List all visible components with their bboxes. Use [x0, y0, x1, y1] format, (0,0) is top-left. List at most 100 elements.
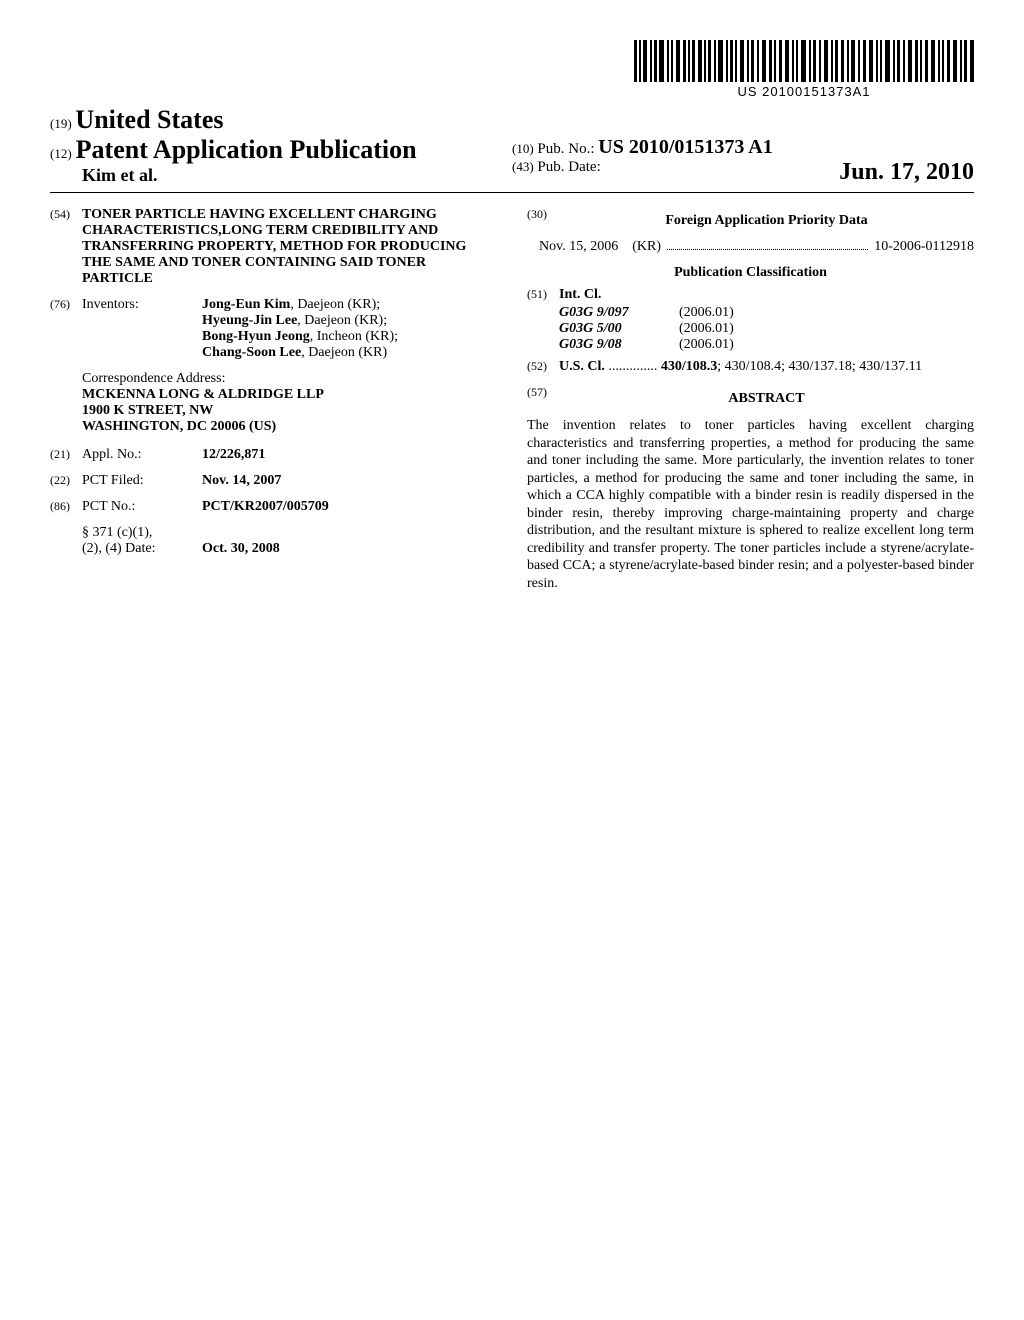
header: (19) United States (12) Patent Applicati…	[50, 105, 974, 193]
s371-label1: § 371 (c)(1),	[82, 525, 202, 541]
inventors-label: Inventors:	[82, 297, 202, 361]
title-row: (54) TONER PARTICLE HAVING EXCELLENT CHA…	[50, 207, 497, 287]
intcl-header-row: (51) Int. Cl.	[527, 287, 974, 303]
inventor-name: Chang-Soon Lee	[202, 345, 301, 360]
uscl-rest: ; 430/108.4; 430/137.18; 430/137.11	[717, 359, 922, 374]
intcl-year: (2006.01)	[679, 321, 734, 337]
inventors-list: Jong-Eun Kim, Daejeon (KR); Hyeung-Jin L…	[202, 297, 497, 361]
intcl-code: G03G 9/097	[559, 305, 679, 321]
foreign-priority-data: Nov. 15, 2006 (KR) 10-2006-0112918	[539, 239, 974, 255]
inventor-name: Bong-Hyun Jeong	[202, 329, 310, 344]
applno-val: 12/226,871	[202, 447, 497, 463]
pubdate-line: (43) Pub. Date: Jun. 17, 2010	[512, 159, 974, 176]
correspondence-label: Correspondence Address:	[82, 371, 497, 387]
pctfiled-val: Nov. 14, 2007	[202, 473, 497, 489]
applno-label: Appl. No.:	[82, 447, 202, 463]
inventor-item: Chang-Soon Lee, Daejeon (KR)	[202, 345, 497, 361]
abstract-header: ABSTRACT	[559, 391, 974, 407]
applno-row: (21) Appl. No.: 12/226,871	[50, 447, 497, 463]
pctno-label: PCT No.:	[82, 499, 202, 515]
intcl-code: G03G 5/00	[559, 321, 679, 337]
inventor-item: Hyeung-Jin Lee, Daejeon (KR);	[202, 313, 497, 329]
pub-num: (12)	[50, 146, 72, 161]
title-text: TONER PARTICLE HAVING EXCELLENT CHARGING…	[82, 207, 497, 287]
uscl-main: 430/108.3	[661, 359, 717, 374]
barcode: US 20100151373A1	[634, 40, 974, 99]
s371-val: Oct. 30, 2008	[202, 541, 497, 557]
abstract-text: The invention relates to toner particles…	[527, 417, 974, 592]
pubdate-val: Jun. 17, 2010	[839, 159, 974, 186]
inventor-name: Hyeung-Jin Lee	[202, 313, 297, 328]
title-num: (54)	[50, 207, 82, 287]
body-columns: (54) TONER PARTICLE HAVING EXCELLENT CHA…	[50, 207, 974, 592]
header-left: (19) United States (12) Patent Applicati…	[50, 105, 512, 186]
uscl-num: (52)	[527, 359, 559, 375]
abstract-num: (57)	[527, 385, 559, 413]
foreign-priority-appno: 10-2006-0112918	[874, 239, 974, 255]
pubdate-label: Pub. Date:	[537, 159, 600, 175]
s371-row2: (2), (4) Date: Oct. 30, 2008	[50, 541, 497, 557]
foreign-priority-country: (KR)	[632, 239, 661, 255]
country-name: United States	[75, 105, 223, 134]
foreign-priority-num: (30)	[527, 207, 559, 235]
applno-num: (21)	[50, 447, 82, 463]
country-line: (19) United States	[50, 105, 512, 135]
uscl-content: U.S. Cl. .............. 430/108.3; 430/1…	[559, 359, 922, 375]
pub-label: Patent Application Publication	[76, 135, 417, 164]
s371-spacer2	[50, 541, 82, 557]
inventor-name: Jong-Eun Kim	[202, 297, 290, 312]
pctno-val: PCT/KR2007/005709	[202, 499, 497, 515]
pctno-row: (86) PCT No.: PCT/KR2007/005709	[50, 499, 497, 515]
country-num: (19)	[50, 116, 72, 131]
pctfiled-label: PCT Filed:	[82, 473, 202, 489]
pubno-line: (10) Pub. No.: US 2010/0151373 A1	[512, 136, 974, 159]
uscl-row: (52) U.S. Cl. .............. 430/108.3; …	[527, 359, 974, 375]
pctno-num: (86)	[50, 499, 82, 515]
dots-leader: ..............	[608, 359, 661, 374]
correspondence-line: 1900 K STREET, NW	[82, 403, 497, 419]
inventor-loc: , Daejeon (KR)	[301, 345, 387, 360]
pctfiled-row: (22) PCT Filed: Nov. 14, 2007	[50, 473, 497, 489]
foreign-priority-header-row: (30) Foreign Application Priority Data	[527, 207, 974, 235]
foreign-priority-date: Nov. 15, 2006	[539, 239, 618, 255]
authors-line: Kim et al.	[50, 165, 512, 186]
inventor-item: Bong-Hyun Jeong, Incheon (KR);	[202, 329, 497, 345]
foreign-priority-header: Foreign Application Priority Data	[559, 213, 974, 229]
inventor-loc: , Daejeon (KR);	[297, 313, 387, 328]
dots-leader	[667, 239, 868, 250]
s371-val-spacer	[202, 525, 497, 541]
correspondence-line: WASHINGTON, DC 20006 (US)	[82, 419, 497, 435]
inventors-row: (76) Inventors: Jong-Eun Kim, Daejeon (K…	[50, 297, 497, 361]
intcl-row: G03G 5/00(2006.01)	[527, 321, 974, 337]
inventor-loc: , Incheon (KR);	[310, 329, 398, 344]
intcl-year: (2006.01)	[679, 337, 734, 353]
pub-class-header: Publication Classification	[527, 265, 974, 281]
intcl-row: G03G 9/097(2006.01)	[527, 305, 974, 321]
s371-spacer	[50, 525, 82, 541]
abstract-header-row: (57) ABSTRACT	[527, 385, 974, 413]
s371-label2: (2), (4) Date:	[82, 541, 202, 557]
barcode-region: US 20100151373A1	[50, 40, 974, 101]
intcl-num: (51)	[527, 287, 559, 303]
pubno-label: Pub. No.:	[537, 141, 594, 157]
inventor-loc: , Daejeon (KR);	[290, 297, 380, 312]
barcode-svg	[634, 40, 974, 82]
intcl-year: (2006.01)	[679, 305, 734, 321]
pctfiled-num: (22)	[50, 473, 82, 489]
barcode-text: US 20100151373A1	[634, 84, 974, 99]
inventors-num: (76)	[50, 297, 82, 361]
left-column: (54) TONER PARTICLE HAVING EXCELLENT CHA…	[50, 207, 497, 592]
correspondence-line: MCKENNA LONG & ALDRIDGE LLP	[82, 387, 497, 403]
pubno-num: (10)	[512, 141, 534, 156]
header-right: (10) Pub. No.: US 2010/0151373 A1 (43) P…	[512, 136, 974, 186]
s371-row1: § 371 (c)(1),	[50, 525, 497, 541]
pub-line: (12) Patent Application Publication	[50, 135, 512, 165]
intcl-row: G03G 9/08(2006.01)	[527, 337, 974, 353]
intcl-code: G03G 9/08	[559, 337, 679, 353]
pubdate-num: (43)	[512, 159, 534, 174]
intcl-label: Int. Cl.	[559, 287, 601, 303]
inventor-item: Jong-Eun Kim, Daejeon (KR);	[202, 297, 497, 313]
pubno-val: US 2010/0151373 A1	[598, 136, 772, 158]
right-column: (30) Foreign Application Priority Data N…	[527, 207, 974, 592]
correspondence-block: Correspondence Address: MCKENNA LONG & A…	[82, 371, 497, 435]
